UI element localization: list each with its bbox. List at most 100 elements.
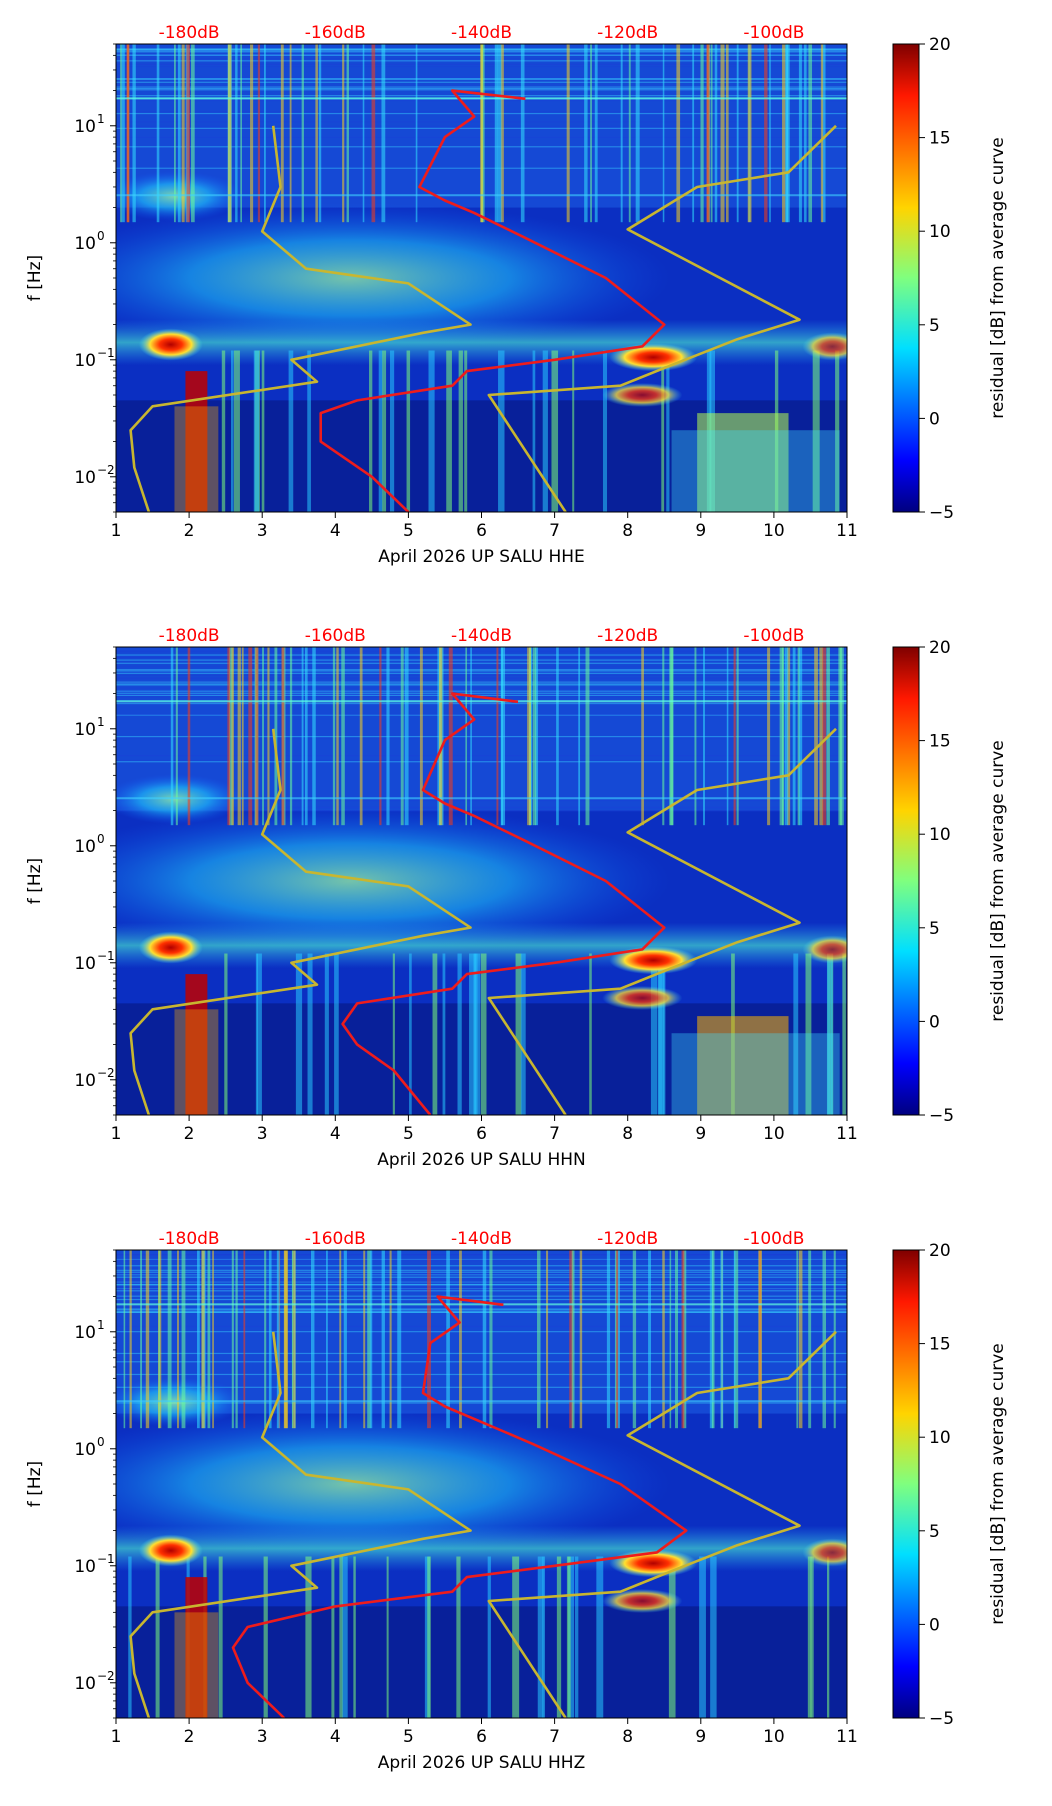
x-tick-label: 1 bbox=[111, 1124, 122, 1144]
colorbar-label: residual [dB] from average curve bbox=[988, 137, 1008, 418]
event-streak bbox=[312, 647, 316, 826]
lowfreq-streak bbox=[446, 350, 452, 512]
lowfreq-streak bbox=[369, 350, 373, 512]
x-tick-label: 10 bbox=[763, 521, 785, 541]
lowfreq-streak bbox=[537, 1556, 544, 1718]
lowfreq-streak bbox=[658, 953, 665, 1115]
lowfreq-streak bbox=[409, 953, 412, 1115]
speckle-line bbox=[116, 1295, 847, 1297]
db-scale-label: -140dB bbox=[451, 1229, 512, 1249]
lowfreq-streak bbox=[456, 1556, 461, 1718]
lowfreq-streak bbox=[480, 953, 487, 1115]
event-streak bbox=[120, 44, 122, 223]
x-tick-label: 11 bbox=[836, 1727, 858, 1747]
event-streak bbox=[381, 1250, 385, 1429]
lowfreq-streak bbox=[224, 953, 228, 1115]
x-tick-label: 1 bbox=[111, 521, 122, 541]
event-streak bbox=[833, 1250, 836, 1429]
hot-column bbox=[185, 371, 208, 512]
low-noise-model-curve bbox=[129, 1331, 472, 1718]
lowfreq-streak bbox=[233, 350, 240, 512]
speckle-line bbox=[116, 1361, 847, 1363]
hot-column-halo bbox=[174, 1612, 219, 1718]
speckle-line bbox=[116, 1331, 847, 1333]
event-streak bbox=[670, 647, 674, 826]
speckle-line bbox=[116, 735, 847, 738]
event-streak bbox=[121, 44, 125, 223]
lowfreq-streak bbox=[602, 350, 608, 512]
event-streak bbox=[822, 1250, 827, 1429]
y-tick-exponent: 0 bbox=[97, 229, 105, 243]
event-streak bbox=[342, 44, 345, 223]
speckle-line bbox=[116, 672, 847, 674]
colorbar-tick-label: 20 bbox=[929, 638, 951, 658]
event-streak bbox=[796, 1250, 799, 1429]
event-streak bbox=[237, 647, 241, 826]
hot-spot-right bbox=[609, 343, 698, 372]
event-streak bbox=[709, 1250, 714, 1429]
y-tick-label: 10 bbox=[74, 720, 96, 740]
speckle-line bbox=[116, 1284, 847, 1286]
speckle-line bbox=[116, 1295, 847, 1297]
event-streak bbox=[263, 44, 266, 223]
speckle-line bbox=[116, 1288, 847, 1290]
late-lowfreq-halo bbox=[671, 430, 840, 512]
event-streak bbox=[726, 647, 729, 826]
lowfreq-streak bbox=[253, 350, 260, 512]
y-tick-exponent: −1 bbox=[97, 346, 115, 360]
event-streak bbox=[700, 44, 704, 223]
event-streak bbox=[733, 1250, 736, 1429]
event-streak bbox=[243, 1250, 246, 1429]
event-streak bbox=[733, 647, 736, 826]
late-lowfreq-block bbox=[697, 1016, 789, 1115]
lowfreq-streak bbox=[515, 953, 522, 1115]
median-psd-curve bbox=[231, 1295, 688, 1718]
lowfreq-streak bbox=[324, 953, 329, 1115]
speckle-line bbox=[116, 1290, 847, 1292]
speckle-line bbox=[116, 1352, 847, 1355]
hot-column-halo bbox=[174, 1009, 219, 1115]
lowfreq-streak bbox=[474, 953, 478, 1115]
colorbar-tick-label: 20 bbox=[929, 1241, 951, 1261]
event-streak bbox=[662, 1250, 665, 1429]
lowfreq-streak bbox=[542, 350, 548, 512]
event-streak bbox=[798, 1250, 803, 1429]
lowfreq-streak bbox=[389, 350, 395, 512]
lowfreq-streak bbox=[567, 1556, 575, 1718]
lowfreq-streak bbox=[487, 1556, 491, 1718]
lowfreq-streak bbox=[339, 1556, 343, 1718]
lowfreq-streak bbox=[457, 953, 462, 1115]
event-streak bbox=[446, 1250, 450, 1429]
warm-spot-right bbox=[602, 383, 683, 407]
lowfreq-streak bbox=[378, 350, 383, 512]
event-streak bbox=[207, 1250, 211, 1429]
x-tick-label: 2 bbox=[184, 1727, 195, 1747]
speckle-line bbox=[116, 810, 847, 812]
speckle-line bbox=[116, 678, 847, 680]
colorbar bbox=[892, 1249, 920, 1719]
db-scale-label: -180dB bbox=[159, 1229, 220, 1249]
event-streak bbox=[584, 44, 588, 223]
x-tick-label: 3 bbox=[257, 1124, 268, 1144]
event-streak bbox=[197, 1250, 200, 1429]
event-streak bbox=[786, 44, 790, 223]
event-streak bbox=[255, 647, 259, 826]
x-tick-label: 10 bbox=[763, 1124, 785, 1144]
event-streak bbox=[482, 44, 485, 223]
lowfreq-streak bbox=[710, 1556, 717, 1718]
speckle-line bbox=[116, 1311, 847, 1313]
y-tick-exponent: −2 bbox=[97, 463, 115, 477]
lowfreq-streak bbox=[155, 1556, 160, 1718]
lowfreq-streak bbox=[826, 1556, 830, 1718]
db-scale-label: -100dB bbox=[743, 1229, 804, 1249]
lowfreq-streak bbox=[512, 1556, 520, 1718]
low-noise-model-curve bbox=[129, 728, 472, 1115]
event-streak bbox=[301, 44, 304, 223]
x-tick-label: 4 bbox=[330, 1124, 341, 1144]
speckle-line bbox=[116, 1273, 847, 1275]
spectrogram bbox=[116, 44, 847, 512]
lowfreq-streak bbox=[668, 1556, 676, 1718]
speckle-line bbox=[116, 690, 847, 692]
x-tick-label: 9 bbox=[695, 521, 706, 541]
